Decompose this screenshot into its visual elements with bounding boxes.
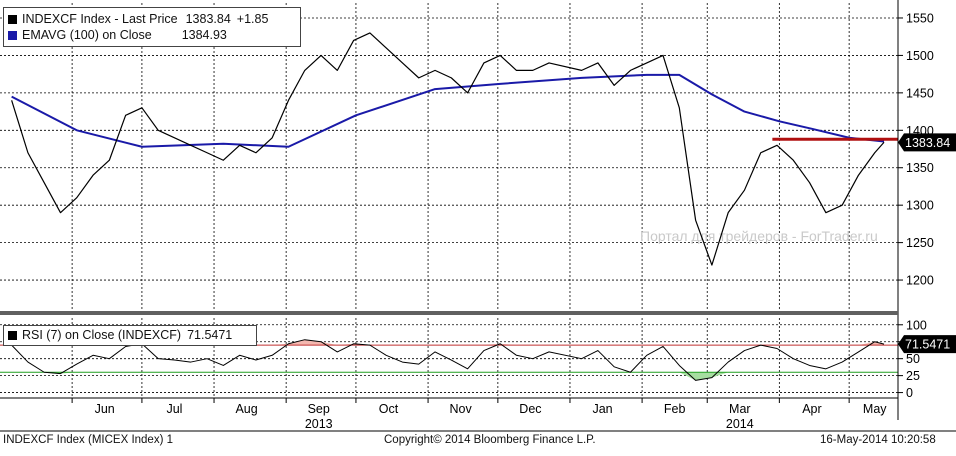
price-legend: INDEXCF Index - Last Price 1383.84 +1.85… [3,7,301,47]
x-month-label: Sep [308,402,330,416]
x-month-label: Jun [95,402,115,416]
legend-ema-text: EMAVG (100) on Close [22,28,152,42]
x-month-label: Oct [379,402,399,416]
rsi-swatch [8,330,17,340]
footer-ticker: INDEXCF Index (MICEX Index) 1 [3,434,173,446]
price-swatch [8,14,17,24]
price-y-tick-label: 1200 [906,274,934,288]
price-line [11,32,885,266]
price-y-tick-label: 1450 [906,86,934,100]
price-y-tick-label: 1500 [906,49,934,63]
legend-price-change: +1.85 [236,12,269,26]
x-month-label: Dec [519,402,541,416]
series-layer [11,32,898,381]
x-month-label: Apr [802,402,821,416]
price-y-tick-label: 1550 [906,11,934,25]
panel-separator [0,311,898,315]
last-rsi-label-bg [898,335,956,354]
legend-item-price: INDEXCF Index - Last Price 1383.84 +1.85 [4,11,300,27]
x-month-label: Nov [450,402,473,416]
legend-price-value: 1383.84 [185,12,231,26]
last-rsi-label: 71.5471 [905,338,950,352]
labels-layer: 1383.84 71.5471 [898,133,956,354]
rsi-oversold-fill [11,372,885,381]
x-month-label: Aug [235,402,257,416]
rsi-y-tick-label: 0 [906,386,913,400]
price-y-tick-label: 1350 [906,161,934,175]
legend-price-text: INDEXCF Index - Last Price [22,12,178,26]
x-month-label: Feb [664,402,686,416]
rsi-y-tick-label: 100 [906,318,927,332]
legend-rsi-value: 71.5471 [187,328,233,342]
watermark: Портал для трейдеров - ForTrader.ru [640,228,878,244]
ema-swatch [8,30,17,40]
price-gridlines [0,3,898,310]
last-price-label-bg [898,133,956,152]
axes-layer: 1200125013001350140014501500155002550751… [0,0,956,432]
ema-line [11,73,885,148]
rsi-zone-fills [11,339,885,381]
x-month-label: May [863,402,887,416]
last-price-label: 1383.84 [905,136,950,150]
legend-ema-value: 1384.93 [181,28,227,42]
x-year-label: 2014 [726,417,754,431]
x-year-label: 2013 [305,417,333,431]
legend-item-rsi: RSI (7) on Close (INDEXCF) 71.5471 [4,327,256,343]
footer-copyright: Copyright© 2014 Bloomberg Finance L.P. [384,434,596,446]
price-y-tick-label: 1250 [906,236,934,250]
x-month-label: Jul [166,402,182,416]
price-y-tick-label: 1300 [906,199,934,213]
rsi-gridlines [0,318,898,398]
rsi-line [11,339,885,381]
x-month-label: Jan [592,402,612,416]
rsi-legend: RSI (7) on Close (INDEXCF) 71.5471 [3,325,257,346]
rsi-y-tick-label: 50 [906,352,920,366]
legend-rsi-text: RSI (7) on Close (INDEXCF) [22,328,182,342]
legend-item-ema: EMAVG (100) on Close 1384.93 [4,27,300,43]
footer-timestamp: 16-May-2014 10:20:58 [820,434,936,446]
x-month-label: Mar [729,402,751,416]
rsi-y-tick-label: 25 [906,369,920,383]
